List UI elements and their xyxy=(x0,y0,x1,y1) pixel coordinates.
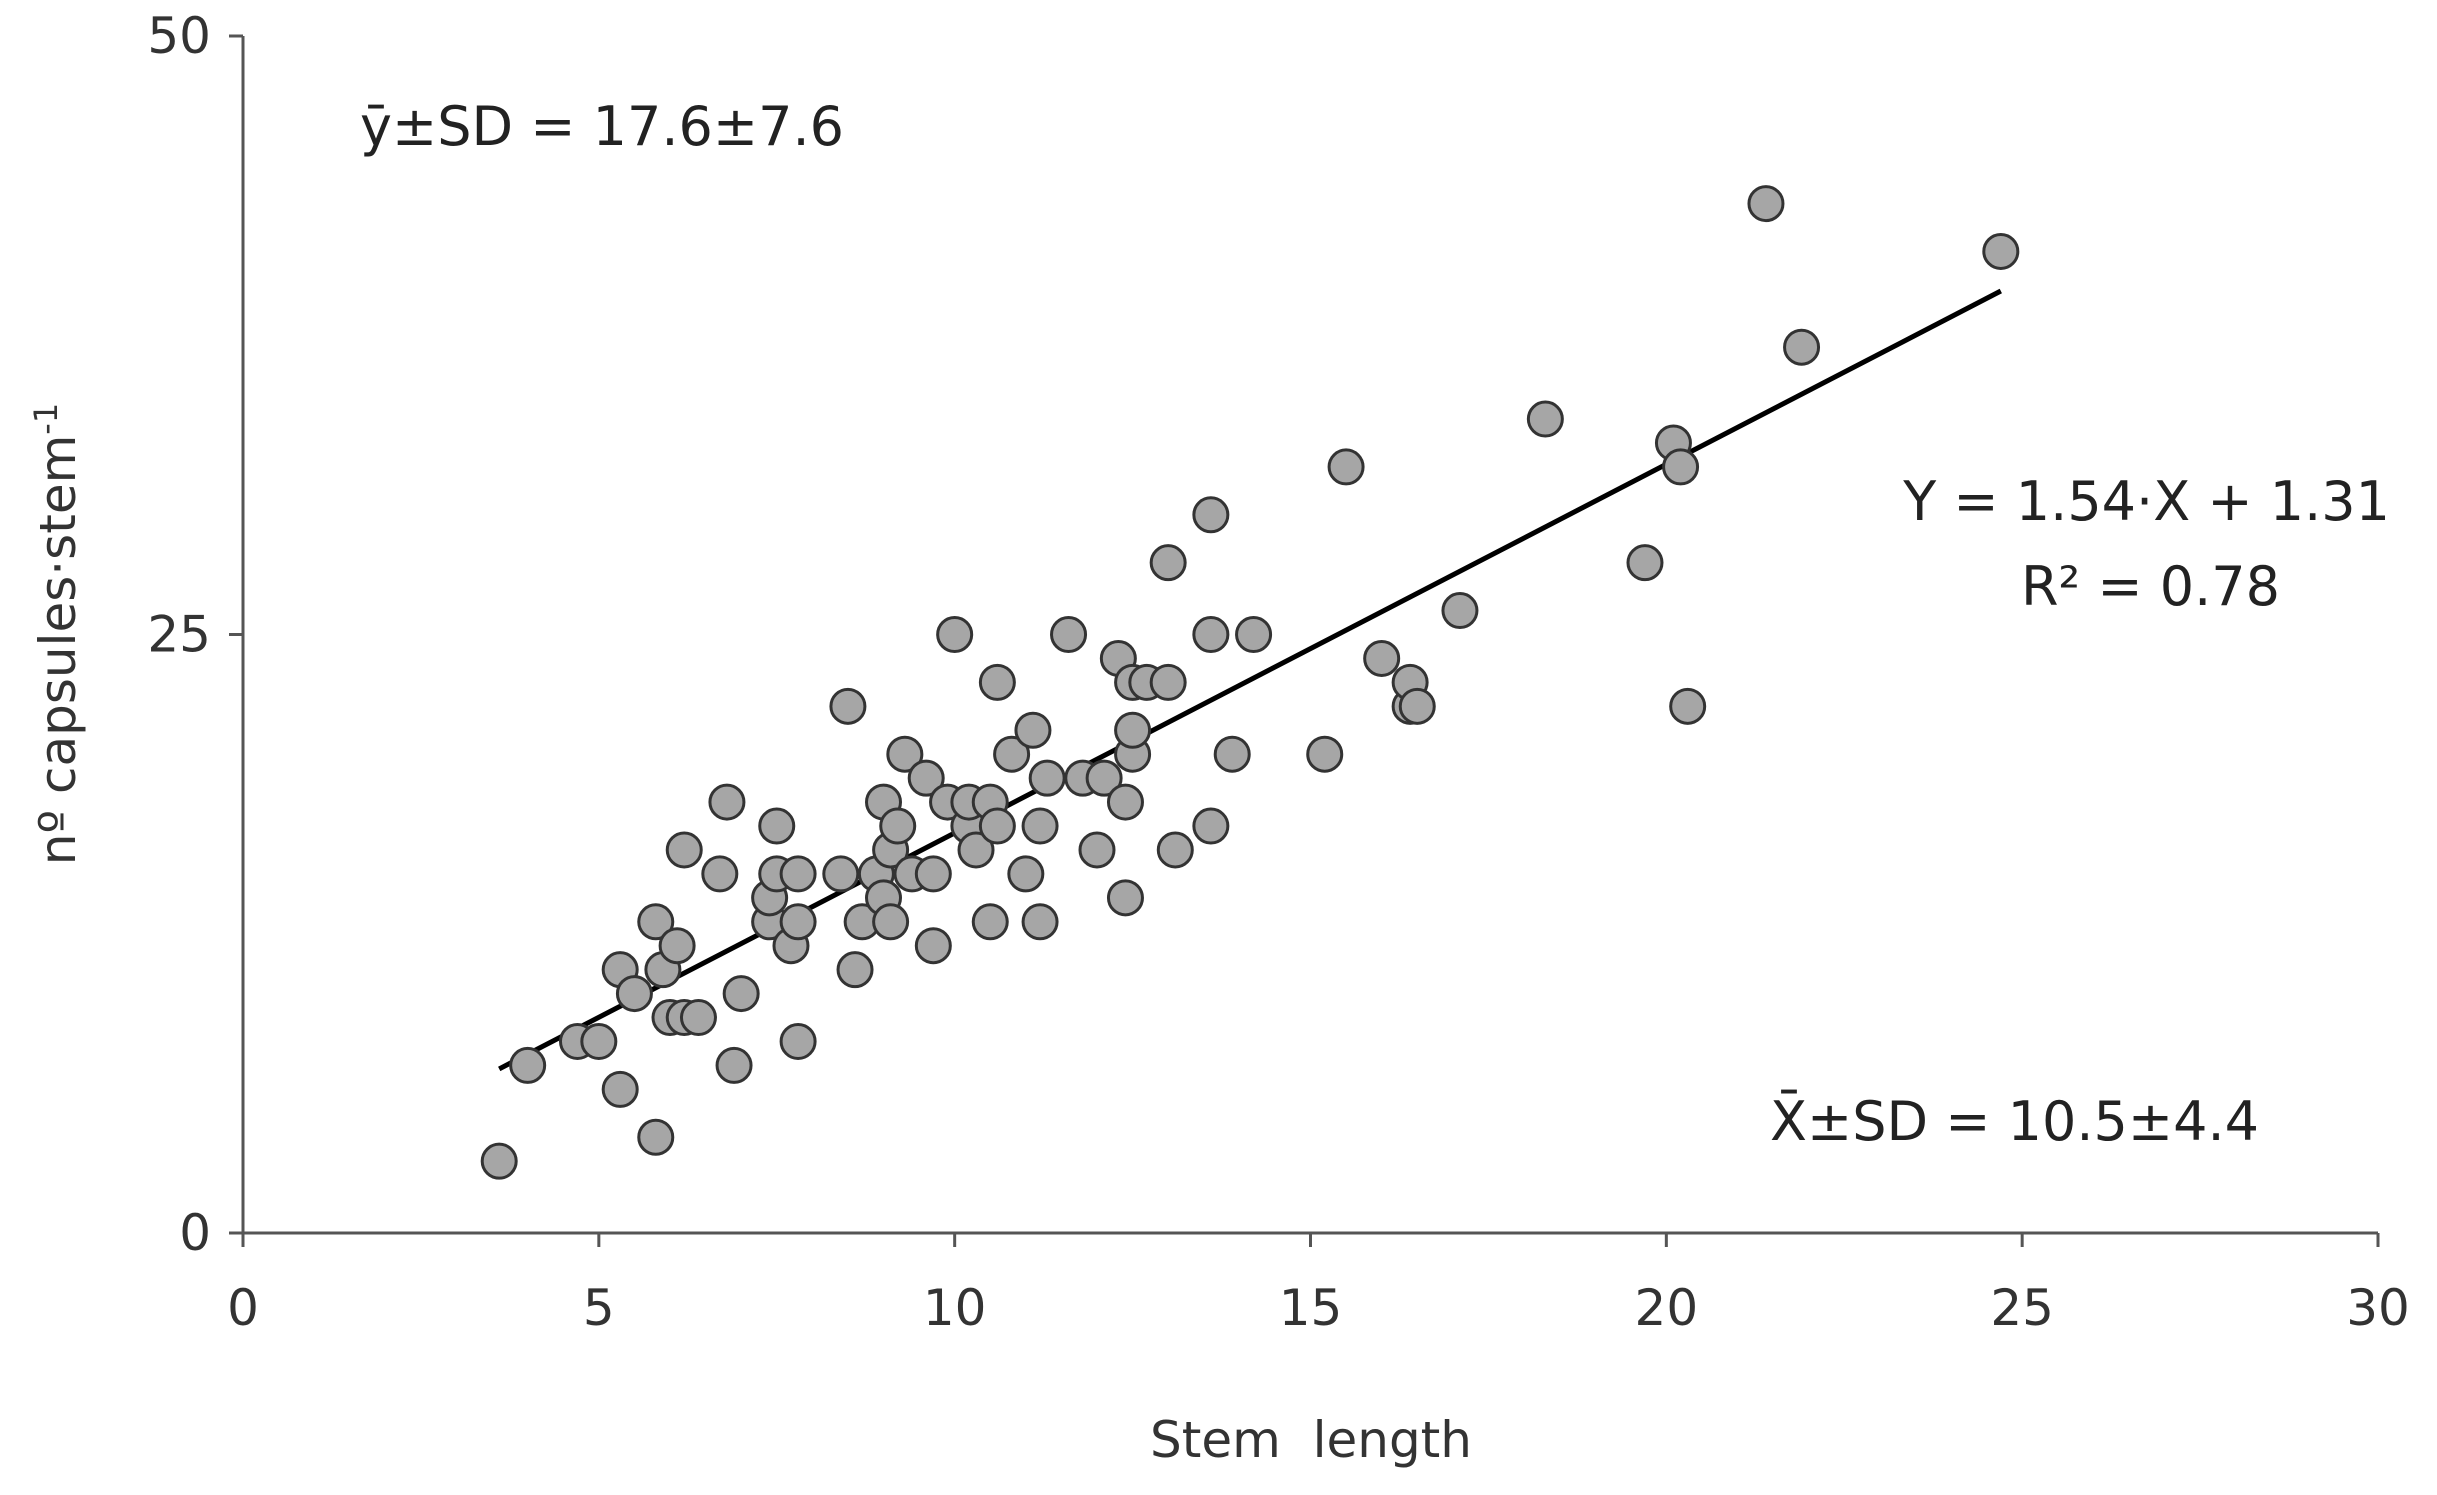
data-point xyxy=(1327,448,1365,486)
data-point xyxy=(1363,639,1401,677)
data-point xyxy=(1526,400,1564,438)
data-point xyxy=(637,903,675,941)
data-points xyxy=(480,185,2020,1180)
data-point xyxy=(665,831,703,869)
data-point xyxy=(1106,783,1144,821)
data-point xyxy=(1014,711,1052,749)
x-tick-label: 10 xyxy=(923,1279,987,1337)
data-point xyxy=(1028,759,1066,797)
x-tick-label: 25 xyxy=(1990,1279,2054,1337)
data-point xyxy=(829,687,867,725)
data-point xyxy=(1398,687,1436,725)
regression-equation: Y = 1.54·X + 1.31 xyxy=(1902,470,2390,533)
data-point xyxy=(936,616,974,653)
data-point xyxy=(779,903,817,941)
y-axis-title-group: nº capsules·stem-1 xyxy=(27,403,87,865)
data-point xyxy=(615,975,653,1013)
data-point xyxy=(1783,328,1821,366)
data-point xyxy=(1626,544,1664,582)
data-point xyxy=(779,855,817,893)
x-mean-annotation: X̄±SD = 10.5±4.4 xyxy=(1770,1090,2259,1153)
data-point xyxy=(822,855,860,893)
data-point xyxy=(1078,831,1116,869)
data-point xyxy=(1007,855,1045,893)
data-point xyxy=(1149,544,1187,582)
x-tick-label: 5 xyxy=(583,1279,615,1337)
data-point xyxy=(1021,807,1059,845)
data-point xyxy=(1982,232,2020,270)
data-point xyxy=(872,903,910,941)
data-point xyxy=(1085,759,1123,797)
data-point xyxy=(779,1022,817,1060)
data-point xyxy=(601,1070,639,1108)
data-point xyxy=(914,855,952,893)
y-tick-label: 25 xyxy=(147,606,211,664)
data-point xyxy=(708,783,746,821)
data-point xyxy=(658,927,696,965)
y-mean-annotation: ȳ±SD = 17.6±7.6 xyxy=(360,95,844,158)
y-axis-title-main: nº capsules·stem xyxy=(29,435,87,865)
axis-ticks: 0 5 10 15 20 25 30 0 25 50 xyxy=(147,7,2409,1337)
data-point xyxy=(1156,831,1194,869)
y-tick-label: 50 xyxy=(147,7,211,65)
data-point xyxy=(1149,663,1187,701)
data-point xyxy=(580,1022,618,1060)
data-point xyxy=(1213,735,1251,773)
axes xyxy=(241,36,2378,1235)
data-point xyxy=(701,855,739,893)
data-point xyxy=(914,927,952,965)
data-point xyxy=(1114,711,1152,749)
data-point xyxy=(715,1046,753,1084)
data-point xyxy=(971,903,1009,941)
data-point xyxy=(1662,448,1700,486)
data-point xyxy=(509,1046,547,1084)
data-point xyxy=(836,951,874,989)
data-point xyxy=(1021,903,1059,941)
x-axis-title: Stem length xyxy=(1150,1411,1472,1469)
data-point xyxy=(758,807,796,845)
data-point xyxy=(957,831,995,869)
data-point xyxy=(1441,592,1479,630)
data-point xyxy=(722,975,760,1013)
y-axis-title-superscript: -1 xyxy=(27,403,65,435)
data-point xyxy=(1192,616,1230,653)
data-point xyxy=(1235,616,1273,653)
data-point xyxy=(879,807,917,845)
data-point xyxy=(1306,735,1344,773)
data-point xyxy=(1106,879,1144,917)
data-point xyxy=(480,1142,518,1180)
data-point xyxy=(1192,496,1230,534)
regression-layer xyxy=(498,288,2002,1072)
data-point xyxy=(1192,807,1230,845)
r-squared-annotation: R² = 0.78 xyxy=(2021,555,2280,618)
data-point xyxy=(907,759,945,797)
data-point xyxy=(1669,687,1707,725)
x-tick-label: 15 xyxy=(1279,1279,1343,1337)
y-tick-label: 0 xyxy=(179,1204,211,1262)
data-point xyxy=(637,1118,675,1156)
regression-line xyxy=(498,288,2002,1072)
x-tick-label: 20 xyxy=(1635,1279,1699,1337)
data-point xyxy=(993,735,1031,773)
data-point xyxy=(978,663,1016,701)
data-point xyxy=(1747,185,1785,223)
y-axis-title: nº capsules·stem-1 xyxy=(27,403,87,865)
data-point xyxy=(886,735,924,773)
data-point xyxy=(1050,616,1088,653)
data-point xyxy=(679,999,717,1037)
data-point xyxy=(978,807,1016,845)
x-tick-label: 0 xyxy=(227,1279,259,1337)
x-tick-label: 30 xyxy=(2346,1279,2410,1337)
